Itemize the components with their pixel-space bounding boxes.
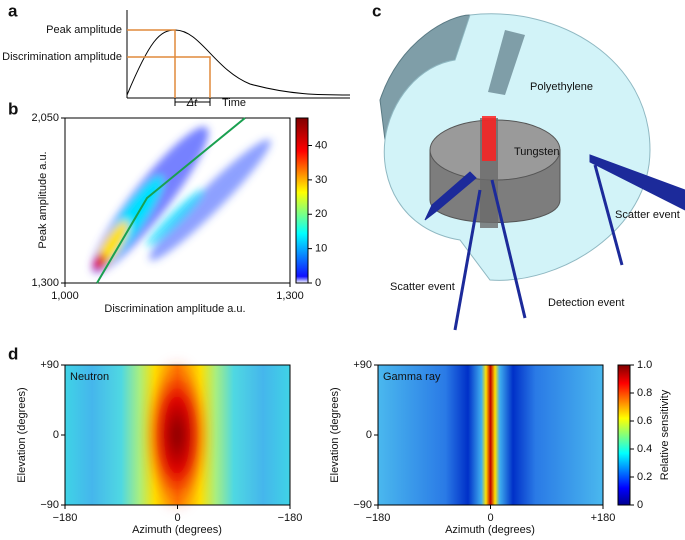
plot-frame — [64, 117, 291, 284]
x-tick-label: −180 — [278, 512, 303, 524]
disc-label: Discrimination amplitude — [2, 51, 122, 63]
colorbar — [617, 364, 631, 506]
y-axis-title: Elevation (degrees) — [329, 387, 341, 482]
map-name: Gamma ray — [383, 371, 441, 383]
scatter-label: Scatter event — [615, 209, 680, 221]
colorbar-tick-label: 0.6 — [637, 415, 652, 427]
colorbar-tick-label: 0.2 — [637, 471, 652, 483]
x-tick-label: 1,300 — [276, 290, 304, 302]
colorbar-tick-label: 0.8 — [637, 387, 652, 399]
x-axis-title: Azimuth (degrees) — [445, 524, 535, 536]
colorbar-tick-label: 0.4 — [637, 443, 652, 455]
x-tick-label: −180 — [53, 512, 78, 524]
x-tick-label: −180 — [366, 512, 391, 524]
x-axis-title: Azimuth (degrees) — [132, 524, 222, 536]
colorbar — [295, 117, 309, 284]
colorbar-title: Relative sensitivity — [659, 389, 671, 480]
guide-lines — [127, 29, 211, 98]
delta-label: Δt — [186, 97, 198, 109]
map-name: Neutron — [70, 371, 109, 383]
colorbar-tick-label: 0 — [637, 499, 643, 511]
y-tick-label: 0 — [53, 429, 59, 441]
pulse-curve — [126, 29, 351, 96]
gamma-map — [378, 365, 603, 505]
y-axis-title: Peak amplitude a.u. — [37, 151, 49, 248]
y-tick-label: −90 — [40, 499, 59, 511]
x-tick-label: 0 — [487, 512, 493, 524]
discrimination-line — [96, 117, 246, 284]
y-tick-label: +90 — [40, 359, 59, 371]
panel-label: c — [372, 1, 381, 20]
x-tick-label: 0 — [174, 512, 180, 524]
detection-label: Detection event — [548, 297, 624, 309]
y-tick-label: −90 — [353, 499, 372, 511]
density-map — [91, 126, 271, 274]
colorbar-tick-label: 1.0 — [637, 359, 652, 371]
wall-slice — [488, 30, 525, 95]
y-tick-label: +90 — [353, 359, 372, 371]
event-tracks — [424, 154, 685, 331]
colorbar-tick-label: 20 — [315, 208, 327, 220]
tungsten-label: Tungsten — [514, 146, 559, 158]
panel-label: a — [8, 1, 18, 20]
polyethylene-label: Polyethylene — [530, 81, 593, 93]
x-tick-label: +180 — [591, 512, 616, 524]
x-tick-label: 1,000 — [51, 290, 79, 302]
panel-label: b — [8, 99, 18, 118]
colorbar-tick-label: 0 — [315, 277, 321, 289]
y-axis-title: Elevation (degrees) — [16, 387, 28, 482]
y-tick-label: 1,300 — [31, 277, 59, 289]
peak-label: Peak amplitude — [46, 24, 122, 36]
time-label: Time — [222, 97, 246, 109]
y-tick-label: 2,050 — [31, 112, 59, 124]
colorbar-tick-label: 30 — [315, 174, 327, 186]
colorbar-tick-label: 40 — [315, 139, 327, 151]
scatter-label: Scatter event — [390, 281, 455, 293]
detector — [482, 116, 496, 161]
x-axis-title: Discrimination amplitude a.u. — [104, 303, 245, 315]
neutron-core — [147, 360, 207, 510]
y-tick-label: 0 — [366, 429, 372, 441]
colorbar-tick-label: 10 — [315, 243, 327, 255]
delta-bracket — [174, 98, 211, 106]
panel-label: d — [8, 344, 18, 363]
